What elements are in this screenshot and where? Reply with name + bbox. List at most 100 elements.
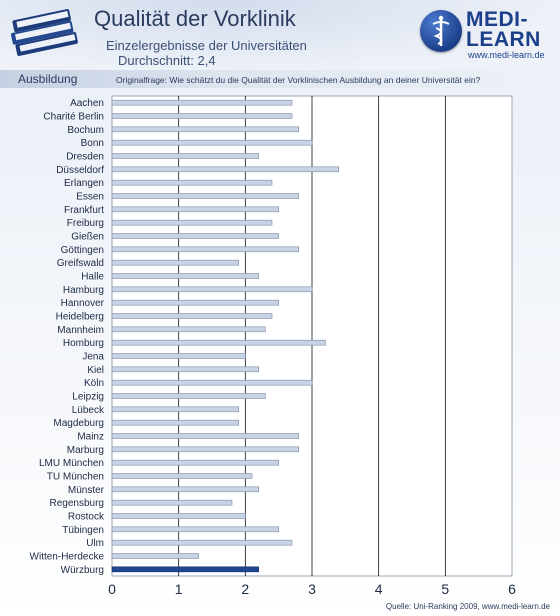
category-label: Charité Berlin [43,112,104,123]
logo-text-medi: MEDI- [466,8,528,31]
category-label: Bochum [67,125,104,136]
source-note: Quelle: Uni-Ranking 2009, www.medi-learn… [385,602,550,611]
caduceus-icon [420,10,462,52]
category-label: Greifswald [57,258,104,269]
bar [111,379,313,386]
bar [111,273,259,279]
books-icon [11,9,78,56]
bar [111,326,266,333]
bar [111,526,279,533]
chart-subtitle: Einzelergebnisse der Universitäten [106,38,307,53]
bar [111,126,299,133]
x-tick-label: 1 [175,581,183,597]
category-label: Rostock [68,512,105,523]
medi-learn-logo: MEDI- LEARN www.medi-learn.de [420,6,552,64]
category-label: Bonn [81,138,104,149]
x-tick-label: 4 [375,581,383,597]
bar [111,473,253,479]
x-tick-label: 6 [508,581,516,597]
category-label: Gießen [71,232,104,243]
category-label: Hamburg [63,285,104,296]
bar [111,539,293,546]
category-label: Würzburg [61,565,104,576]
x-tick-label: 0 [108,581,116,597]
bar [111,113,293,119]
bar [111,339,326,346]
category-label: Heidelberg [56,312,104,323]
bar [111,99,293,106]
section-bar [0,70,560,88]
category-label: Freiburg [67,218,104,229]
category-label: Ulm [86,538,104,549]
section-label: Ausbildung [18,72,78,86]
category-label: Homburg [63,338,104,349]
bar [111,313,273,319]
bar [111,499,233,506]
bar [111,566,259,573]
bar [111,233,279,239]
category-label: Kiel [87,365,104,376]
logo-url: www.medi-learn.de [468,50,545,60]
category-label: Leipzig [72,392,104,403]
category-label: Magdeburg [53,418,104,429]
category-labels: Aachen Charité Berlin Bochum Bonn Dresden Düs… [30,98,105,576]
category-label: LMU München [39,458,104,469]
category-label: Mainz [77,432,104,443]
category-label: Münster [68,485,105,496]
bar [111,219,273,226]
category-label: Aachen [70,98,104,109]
x-tick-label: 5 [441,581,449,597]
category-label: Göttingen [61,245,104,256]
bar [111,353,246,359]
bar [111,446,299,453]
category-label: Regensburg [50,498,104,509]
bar [111,153,259,159]
average-value: 2,4 [197,53,216,68]
category-label: Frankfurt [64,205,104,216]
category-label: Köln [84,378,104,389]
bar [111,486,259,493]
category-label: Witten-Herdecke [30,552,105,563]
category-label: Essen [76,192,104,203]
logo-text-learn: LEARN [466,28,541,51]
chart-title: Qualität der Vorklinik [94,6,296,31]
bar [111,259,239,266]
x-tick-labels: 0 1 2 3 4 5 6 [108,581,516,597]
bar [111,299,279,306]
category-label: TU München [47,472,104,483]
bar [111,286,313,293]
grid-lines [178,96,446,576]
bar [111,166,339,173]
category-label: Halle [81,272,104,283]
bar [111,459,279,466]
bar [111,419,239,426]
bar [111,366,259,373]
category-label: Hannover [61,298,105,309]
bar [111,406,239,413]
x-tick-label: 2 [241,581,249,597]
x-tick-label: 3 [308,581,316,597]
bar [111,179,273,186]
bar [111,553,199,559]
bar [111,139,313,146]
category-label: Marburg [67,445,104,456]
average-line: Durchschnitt: 2,4 [118,53,216,68]
category-label: Mannheim [57,325,104,336]
category-label: Dresden [66,152,104,163]
bar [111,193,299,199]
bar [111,393,266,399]
bars [111,99,339,573]
category-label: Düsseldorf [56,165,104,176]
bar [111,206,279,213]
header: Qualität der Vorklinik Einzelergebnisse … [0,0,560,70]
bar [111,433,299,439]
bar [111,246,299,253]
category-label: Tübingen [62,525,104,536]
average-label: Durchschnitt: [118,53,194,68]
survey-question: Originalfrage: Wie schätzt du die Qualit… [116,75,481,85]
category-label: Erlangen [64,178,104,189]
category-label: Lübeck [72,405,105,416]
category-label: Jena [82,352,104,363]
bar [111,513,246,519]
